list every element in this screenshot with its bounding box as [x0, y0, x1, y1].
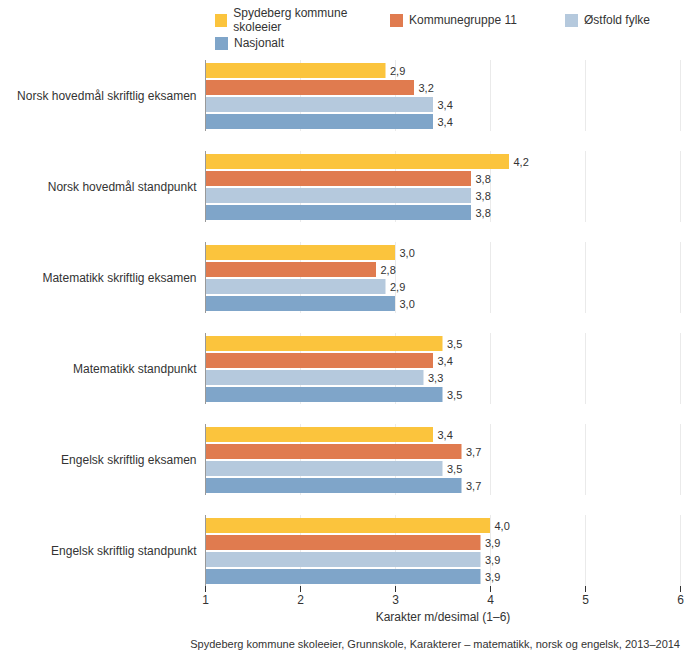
svg-text:3,0: 3,0	[400, 298, 415, 310]
svg-text:3: 3	[392, 593, 399, 607]
svg-text:5: 5	[582, 593, 589, 607]
svg-text:3,7: 3,7	[466, 480, 481, 492]
svg-text:3,5: 3,5	[447, 338, 462, 350]
svg-text:3,8: 3,8	[476, 173, 491, 185]
svg-text:Karakter m/desimal (1–6): Karakter m/desimal (1–6)	[376, 610, 511, 624]
svg-text:2,8: 2,8	[381, 264, 396, 276]
svg-text:3,3: 3,3	[428, 372, 443, 384]
svg-text:2: 2	[297, 593, 304, 607]
svg-text:3,7: 3,7	[466, 446, 481, 458]
html-text:Spydeberg kommune skoleeier: Spydeberg kommune skoleeier	[233, 6, 348, 34]
svg-text:Norsk hovedmål standpunkt: Norsk hovedmål standpunkt	[48, 180, 197, 194]
svg-text:Engelsk skriftlig standpunkt: Engelsk skriftlig standpunkt	[51, 544, 197, 558]
svg-text:3,4: 3,4	[438, 116, 453, 128]
svg-text:3,9: 3,9	[485, 537, 500, 549]
svg-text:Engelsk skriftlig eksamen: Engelsk skriftlig eksamen	[61, 453, 196, 467]
svg-text:3,8: 3,8	[476, 207, 491, 219]
html-text:Østfold fylke: Østfold fylke	[584, 13, 650, 27]
html-text:Spydeberg kommune skoleeier, G: Spydeberg kommune skoleeier, Grunnskole,…	[190, 638, 680, 650]
svg-text:3,5: 3,5	[447, 463, 462, 475]
svg-text:3,9: 3,9	[485, 571, 500, 583]
svg-text:3,0: 3,0	[400, 247, 415, 259]
svg-text:3,2: 3,2	[419, 82, 434, 94]
svg-text:2,9: 2,9	[390, 65, 405, 77]
html-text:Nasjonalt: Nasjonalt	[234, 36, 284, 50]
html-text:Kommunegruppe 11: Kommunegruppe 11	[409, 13, 517, 27]
svg-text:2,9: 2,9	[390, 281, 405, 293]
svg-text:3,4: 3,4	[438, 99, 453, 111]
svg-text:3,4: 3,4	[438, 429, 453, 441]
svg-text:Norsk hovedmål skriftlig eksam: Norsk hovedmål skriftlig eksamen	[17, 89, 196, 103]
svg-text:3,4: 3,4	[438, 355, 453, 367]
svg-text:4,0: 4,0	[495, 520, 510, 532]
svg-text:3,9: 3,9	[485, 554, 500, 566]
svg-text:6: 6	[677, 593, 684, 607]
svg-text:1: 1	[202, 593, 209, 607]
svg-text:4: 4	[487, 593, 494, 607]
svg-text:3,8: 3,8	[476, 190, 491, 202]
svg-text:4,2: 4,2	[514, 156, 529, 168]
svg-text:Matematikk standpunkt: Matematikk standpunkt	[73, 362, 197, 376]
svg-text:3,5: 3,5	[447, 389, 462, 401]
svg-text:Matematikk skriftlig eksamen: Matematikk skriftlig eksamen	[42, 271, 196, 285]
